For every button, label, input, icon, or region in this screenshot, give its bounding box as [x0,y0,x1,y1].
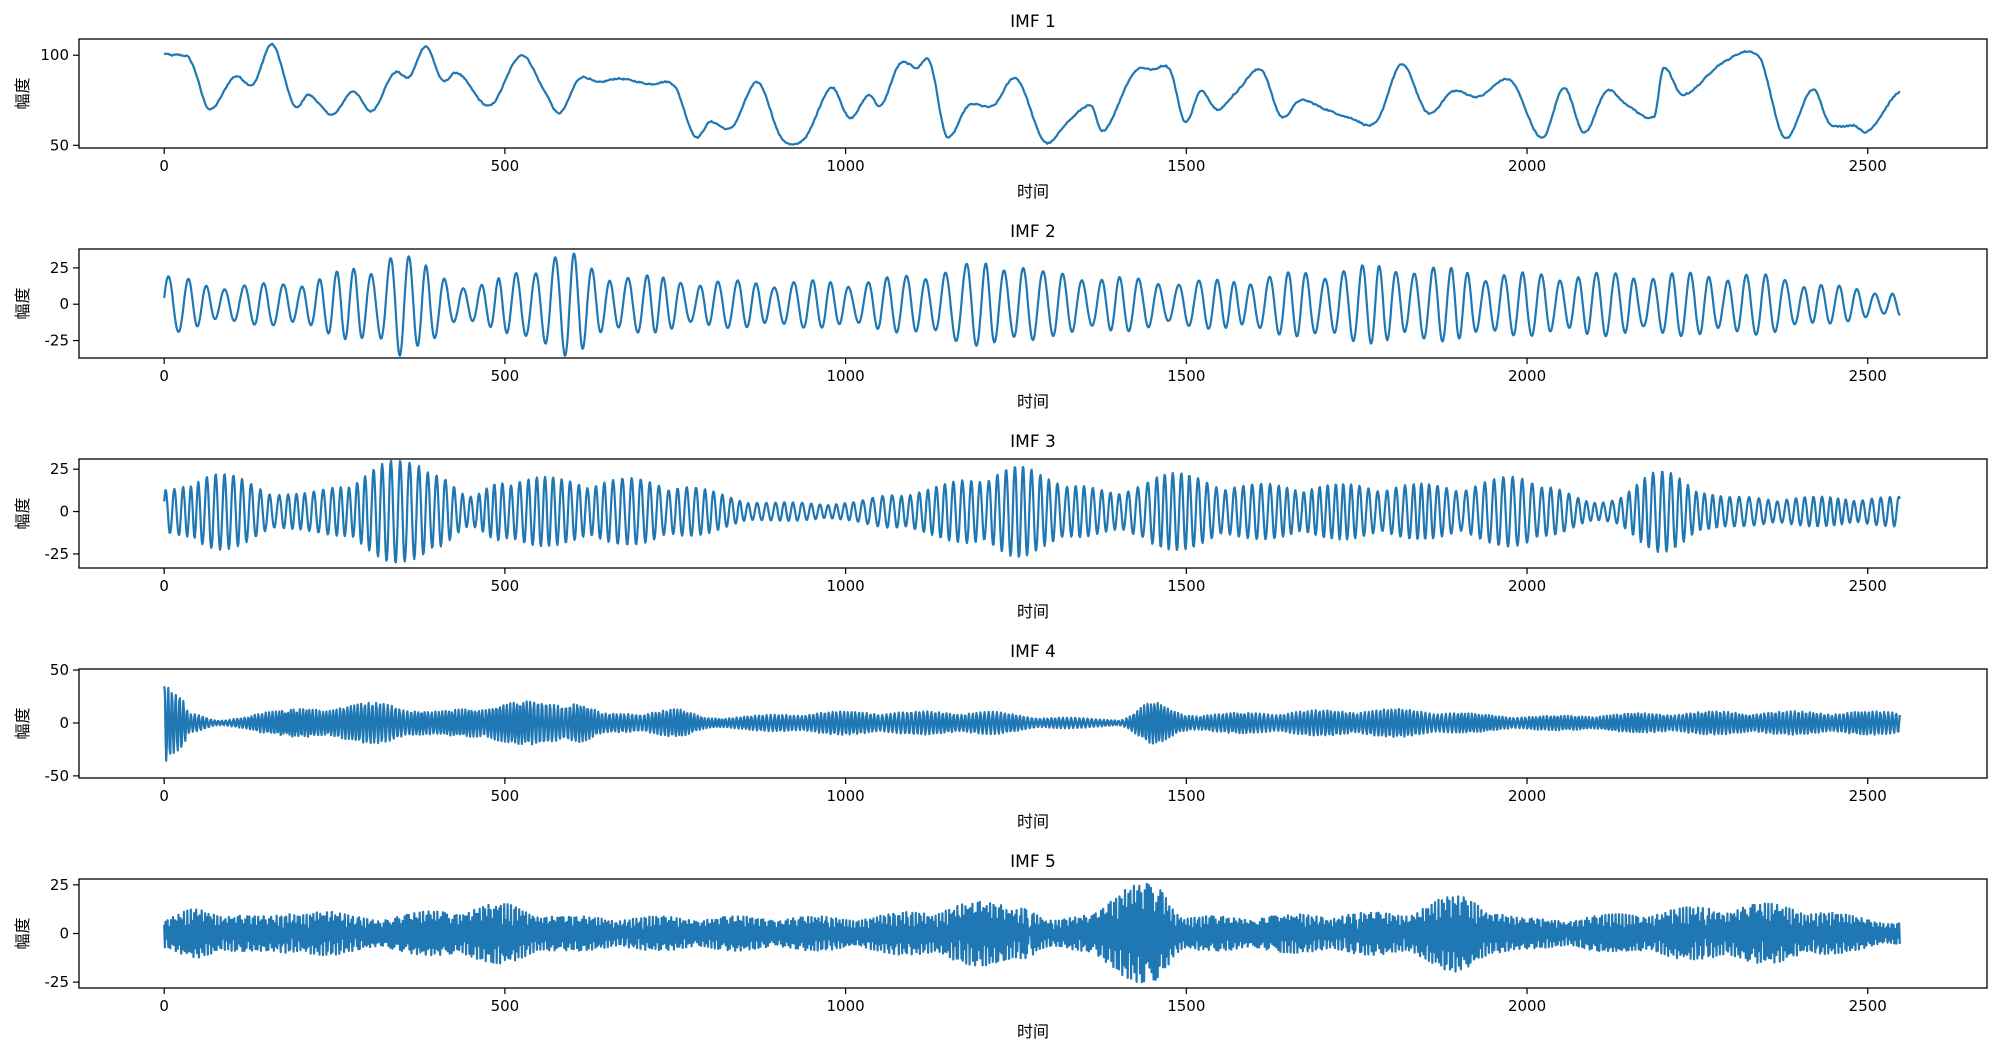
x-tick-label: 0 [159,577,169,595]
series-line-imf-3 [163,459,1901,564]
y-tick-label: 100 [40,46,69,64]
y-axis-label: 幅度 [13,497,32,529]
y-tick-label: 50 [50,136,69,154]
x-tick-label: 2000 [1508,997,1546,1015]
y-tick-label: 0 [59,925,69,943]
x-tick-label: 1500 [1167,787,1205,805]
y-tick-label: -25 [45,332,70,350]
x-tick-label: 2500 [1849,577,1887,595]
x-tick-label: 1000 [827,577,865,595]
y-tick-label: 25 [50,259,69,277]
subplot-imf-3: IMF 3 0 500 1000 1500 2000 2500 -25 0 25 时间 幅度 [13,432,1988,621]
x-tick-label: 0 [159,787,169,805]
axes-frame [78,458,1988,569]
x-tick-label: 1000 [827,787,865,805]
x-tick-label: 1000 [827,367,865,385]
y-tick-label: -25 [45,973,70,991]
x-tick-label: 1500 [1167,157,1205,175]
x-axis-label: 时间 [1017,392,1049,411]
y-tick-label: 0 [59,714,69,732]
x-tick-label: 500 [491,157,520,175]
x-axis-label: 时间 [1017,182,1049,201]
series-line-imf-5 [163,882,1901,984]
y-axis-label: 幅度 [13,917,32,949]
axes-frame [78,248,1988,359]
x-tick-label: 1500 [1167,577,1205,595]
subplot-imf-1: IMF 1 0 500 1000 1500 2000 2500 50 100 时间 幅度 [13,12,1988,201]
series-line-imf-1 [163,42,1901,146]
y-axis-label: 幅度 [13,77,32,109]
y-axis-label: 幅度 [13,287,32,319]
x-tick-label: 1000 [827,997,865,1015]
x-tick-label: 2500 [1849,787,1887,805]
x-tick-label: 2500 [1849,367,1887,385]
y-tick-label: 25 [50,460,69,478]
x-axis-label: 时间 [1017,602,1049,621]
subplot-title: IMF 4 [1010,642,1056,662]
x-axis-label: 时间 [1017,1022,1049,1041]
x-tick-label: 0 [159,157,169,175]
y-tick-label: -25 [45,545,70,563]
subplot-title: IMF 3 [1010,432,1056,452]
series-line-imf-4 [163,686,1901,762]
subplot-title: IMF 1 [1010,12,1056,32]
y-tick-label: 0 [59,503,69,521]
x-axis-label: 时间 [1017,812,1049,831]
x-tick-label: 0 [159,367,169,385]
y-tick-label: 0 [59,295,69,313]
subplot-title: IMF 2 [1010,222,1056,242]
x-tick-label: 500 [491,367,520,385]
y-tick-label: -50 [45,767,70,785]
y-tick-label: 25 [50,876,69,894]
y-tick-label: 50 [50,661,69,679]
series-line-imf-2 [163,252,1901,357]
axes-frame [78,38,1988,149]
x-tick-label: 500 [491,787,520,805]
x-tick-label: 2000 [1508,157,1546,175]
y-axis-label: 幅度 [13,707,32,739]
x-tick-label: 1000 [827,157,865,175]
x-tick-label: 2000 [1508,787,1546,805]
subplot-imf-2: IMF 2 0 500 1000 1500 2000 2500 -25 0 25 时间 幅度 [13,222,1988,411]
x-tick-label: 2000 [1508,577,1546,595]
x-tick-label: 0 [159,997,169,1015]
x-tick-label: 500 [491,997,520,1015]
x-tick-label: 2500 [1849,997,1887,1015]
subplot-imf-5: IMF 5 0 500 1000 1500 2000 2500 -25 0 25 时间 幅度 [13,852,1988,1041]
subplot-title: IMF 5 [1010,852,1056,872]
x-tick-label: 1500 [1167,997,1205,1015]
x-tick-label: 2500 [1849,157,1887,175]
x-tick-label: 2000 [1508,367,1546,385]
subplot-imf-4: IMF 4 0 500 1000 1500 2000 2500 -50 0 50 时间 幅度 [13,642,1988,831]
x-tick-label: 1500 [1167,367,1205,385]
x-tick-label: 500 [491,577,520,595]
